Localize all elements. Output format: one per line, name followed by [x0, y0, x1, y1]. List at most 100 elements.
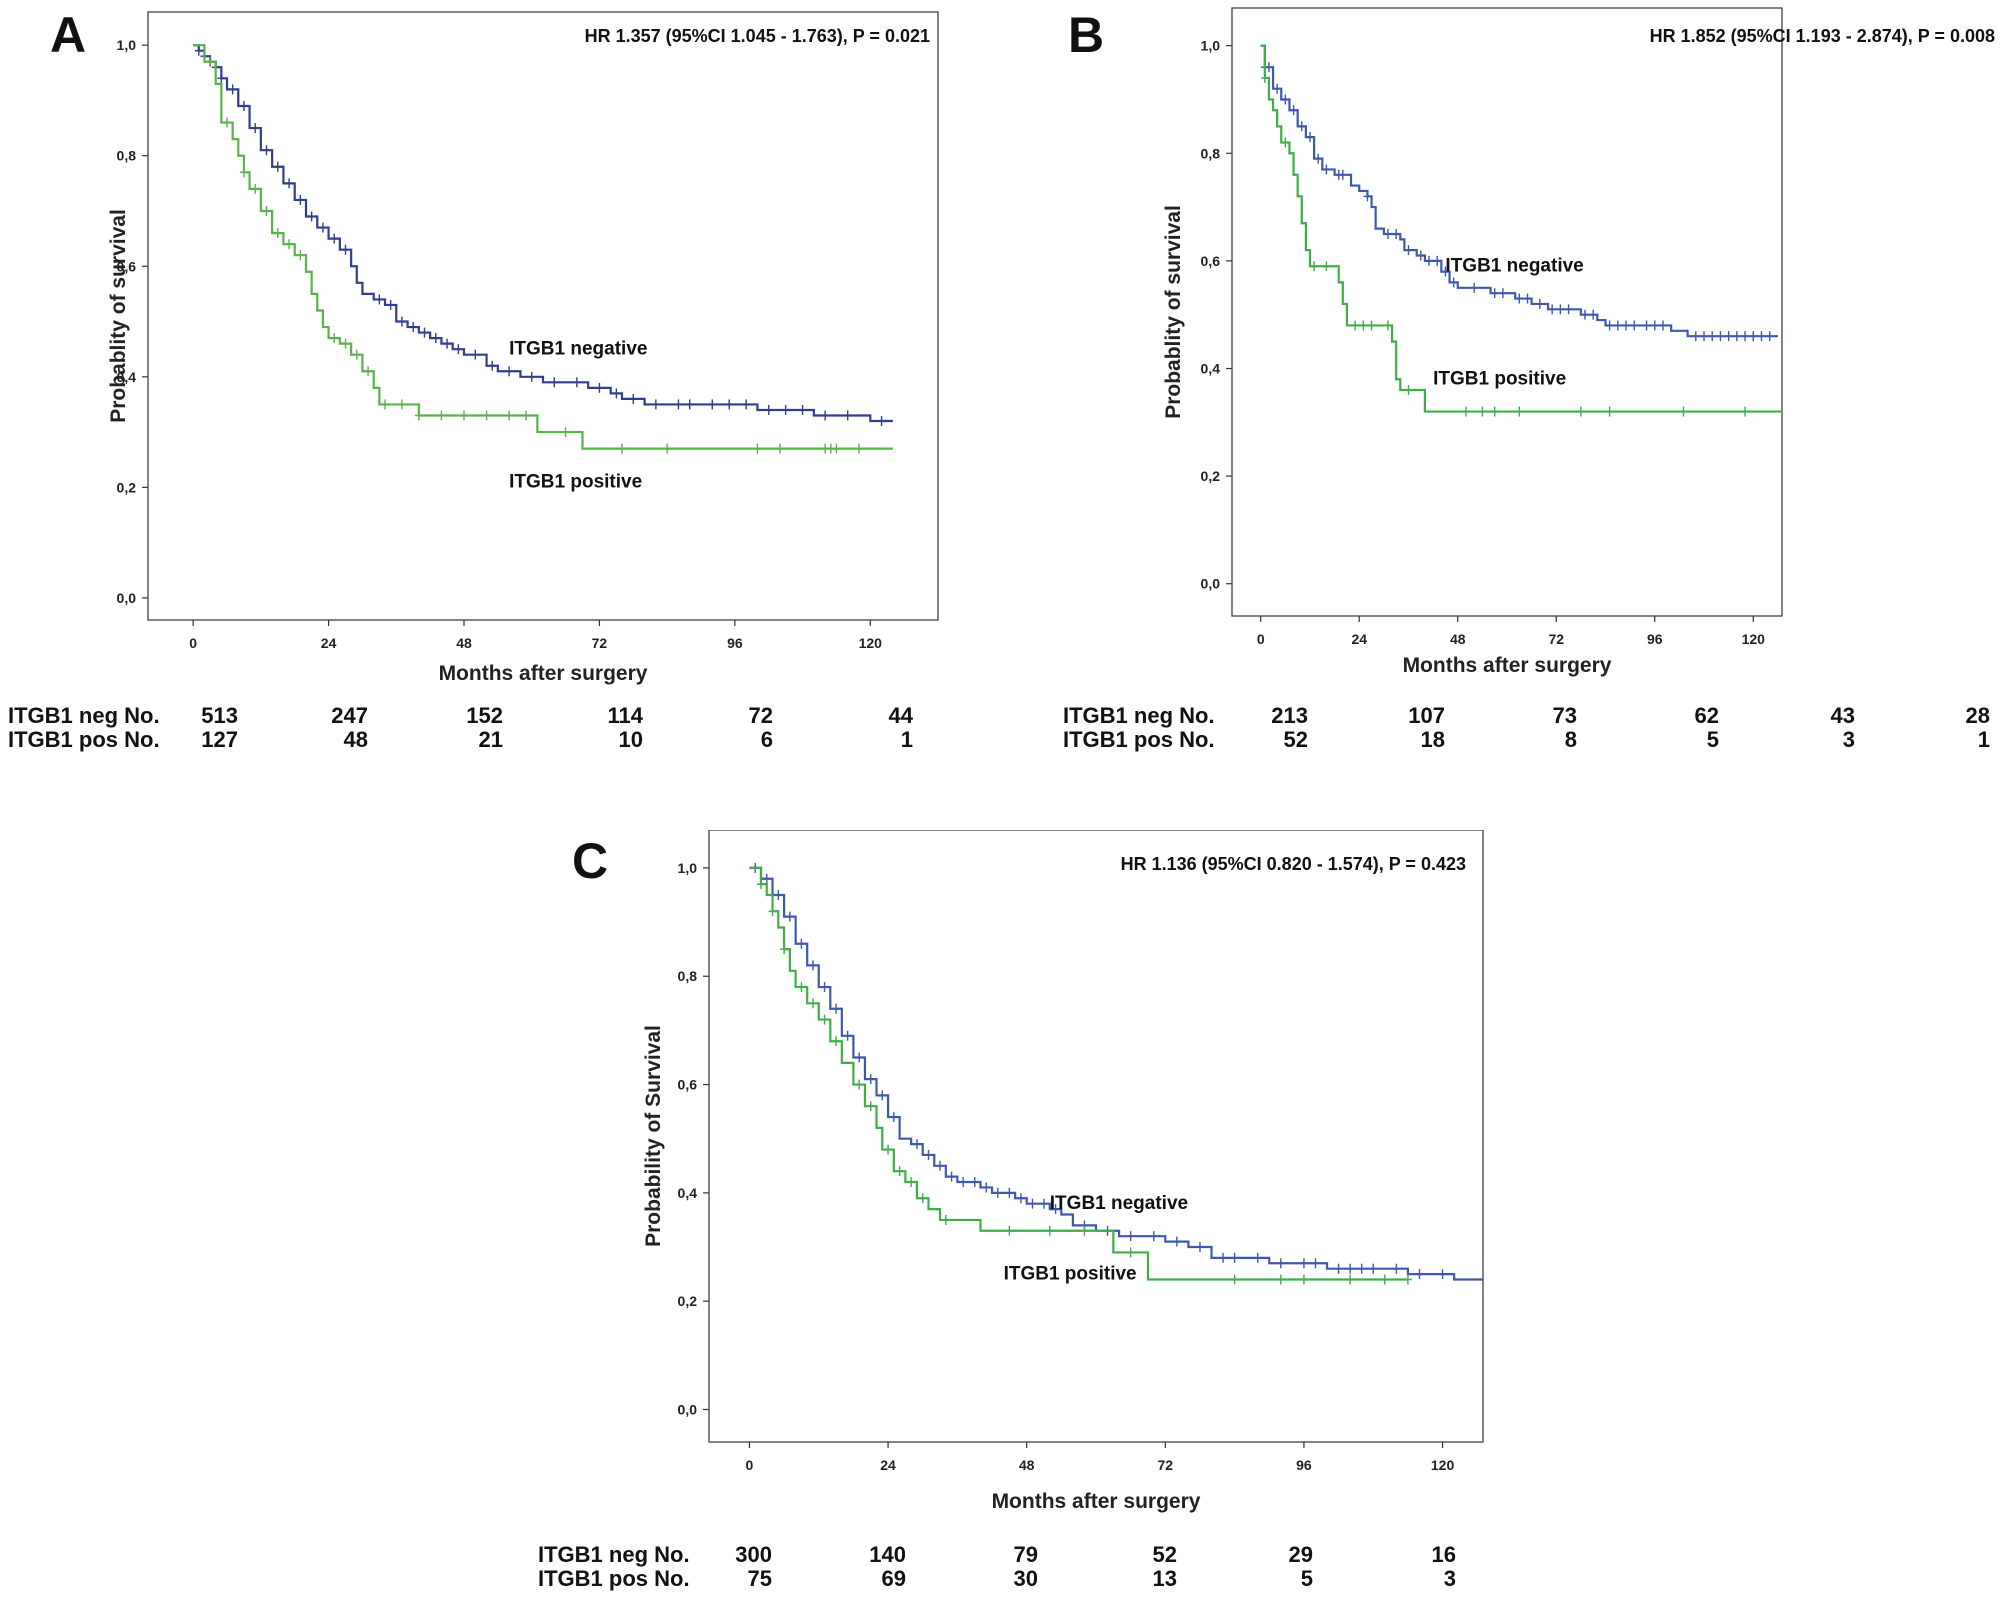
y-axis-label: Probablity of survival [107, 209, 130, 423]
risk-count: 5 [1300, 1566, 1313, 1591]
risk-count: 72 [748, 703, 773, 728]
risk-count: 18 [1420, 727, 1445, 752]
km-chart-b: 0,0 0,2 0,4 0,6 0,8 1,0 0 24 48 72 96 120 Months aft… [1162, 7, 1995, 677]
risk-count: 21 [478, 727, 503, 752]
y-axis-label: Probablity of survival [1162, 205, 1185, 419]
x-tick-label: 48 [1450, 631, 1466, 647]
risk-count: 13 [1152, 1566, 1177, 1591]
risk-row-label: ITGB1 pos No. [538, 1566, 690, 1591]
risk-count: 29 [1288, 1542, 1313, 1567]
risk-count: 213 [1271, 703, 1308, 728]
y-tick-label: 0,4 [1201, 360, 1221, 376]
y-tick-label: 0,8 [1201, 145, 1221, 161]
y-tick-label: 0,4 [678, 1185, 698, 1201]
x-tick-label: 48 [456, 635, 472, 651]
hazard-ratio-text: HR 1.357 (95%CI 1.045 - 1.763), P = 0.02… [585, 26, 930, 46]
risk-count: 5 [1706, 727, 1719, 752]
series-label: ITGB1 negative [1050, 1193, 1188, 1214]
risk-count: 300 [735, 1542, 772, 1567]
risk-count: 62 [1694, 703, 1719, 728]
km-chart-c: 0,0 0,2 0,4 0,6 0,8 1,0 0 24 48 72 96 120 Months aft… [642, 830, 1484, 1513]
risk-count: 43 [1830, 703, 1855, 728]
y-tick-label: 1,0 [678, 860, 698, 876]
x-tick-label: 72 [1158, 1457, 1174, 1473]
series-label: ITGB1 positive [1004, 1264, 1137, 1285]
y-tick-label: 0,4 [117, 369, 137, 385]
y-tick-label: 0,6 [1201, 253, 1221, 269]
risk-count: 73 [1552, 703, 1577, 728]
risk-row-label: ITGB1 pos No. [8, 727, 160, 752]
y-tick-label: 0,0 [117, 590, 137, 606]
risk-count: 52 [1283, 727, 1308, 752]
y-tick-label: 0,2 [1201, 468, 1221, 484]
panel-c: C 0,0 0,2 0,4 0,6 0,8 1,0 0 24 48 72 96 120 Months a… [530, 830, 1530, 1592]
x-tick-label: 24 [880, 1457, 896, 1473]
risk-count: 513 [201, 703, 238, 728]
x-tick-label: 24 [321, 635, 337, 651]
survival-curve-positive [1260, 44, 1782, 413]
x-tick-label: 120 [1742, 631, 1766, 647]
km-chart-a: 0,0 0,2 0,4 0,6 0,8 1,0 0 24 48 72 96 120 Months aft… [107, 11, 939, 685]
y-axis-label: Probability of Survival [642, 1025, 665, 1247]
risk-count: 3 [1842, 727, 1855, 752]
risk-count: 140 [869, 1542, 906, 1567]
x-tick-label: 0 [1257, 631, 1265, 647]
y-tick-label: 0,0 [1201, 576, 1221, 592]
panel-letter-c: C [572, 833, 609, 889]
x-tick-label: 96 [1647, 631, 1663, 647]
panel-b: B 0,0 0,2 0,4 0,6 0,8 1,0 0 24 48 72 96 120 Months a… [1005, 0, 2007, 780]
panel-a: A 0,0 0,2 0,4 0,6 0,8 1,0 0 24 48 72 96 120 Months a… [0, 0, 960, 780]
series-label: ITGB1 positive [509, 471, 642, 492]
hazard-ratio-text: HR 1.136 (95%CI 0.820 - 1.574), P = 0.42… [1121, 854, 1466, 874]
risk-count: 107 [1408, 703, 1445, 728]
risk-count: 1 [1977, 727, 1990, 752]
panel-letter-b: B [1068, 7, 1105, 63]
risk-count: 79 [1013, 1542, 1038, 1567]
y-tick-label: 0,2 [117, 479, 137, 495]
x-axis-label: Months after surgery [439, 662, 648, 685]
risk-count: 6 [760, 727, 773, 752]
risk-count: 75 [747, 1566, 772, 1591]
risk-count: 127 [201, 727, 238, 752]
survival-curve-negative [193, 44, 893, 423]
risk-count: 30 [1013, 1566, 1038, 1591]
x-tick-label: 0 [746, 1457, 754, 1473]
x-axis-label: Months after surgery [1403, 654, 1612, 677]
plot-frame [147, 11, 939, 621]
survival-curve-negative [1260, 44, 1778, 338]
x-tick-label: 120 [859, 635, 883, 651]
x-tick-label: 72 [1548, 631, 1564, 647]
risk-count: 52 [1152, 1542, 1177, 1567]
risk-table-c: ITGB1 neg No. 300 140 79 52 29 16 ITGB1 pos No.… [538, 1542, 1518, 1598]
risk-row-label: ITGB1 neg No. [8, 703, 160, 728]
y-tick-label: 0,0 [678, 1402, 698, 1418]
plot-frame [1231, 7, 1783, 617]
plot-frame [708, 830, 1484, 1443]
series-label: ITGB1 negative [1445, 256, 1583, 277]
hazard-ratio-text: HR 1.852 (95%CI 1.193 - 2.874), P = 0.00… [1650, 26, 1995, 46]
risk-count: 114 [607, 703, 644, 728]
risk-count: 1 [900, 727, 913, 752]
x-axis-label: Months after surgery [992, 1490, 1201, 1513]
risk-count: 48 [343, 727, 368, 752]
risk-count: 28 [1965, 703, 1990, 728]
panel-letter-a: A [50, 7, 87, 63]
series-label: ITGB1 positive [1433, 369, 1566, 390]
y-tick-label: 0,8 [678, 968, 698, 984]
risk-count: 152 [466, 703, 503, 728]
x-tick-label: 96 [1296, 1457, 1312, 1473]
risk-row-label: ITGB1 neg No. [538, 1542, 690, 1567]
x-tick-label: 48 [1019, 1457, 1035, 1473]
risk-count: 3 [1443, 1566, 1456, 1591]
y-tick-label: 1,0 [117, 37, 137, 53]
x-tick-label: 0 [189, 635, 197, 651]
risk-count: 8 [1564, 727, 1577, 752]
risk-table-b: ITGB1 neg No. 213 107 73 62 43 28 ITGB1 pos No.… [1063, 703, 2003, 759]
x-tick-label: 24 [1351, 631, 1367, 647]
y-tick-label: 0,8 [117, 148, 137, 164]
y-tick-label: 0,6 [678, 1077, 698, 1093]
y-tick-label: 0,2 [678, 1293, 698, 1309]
risk-count: 247 [331, 703, 368, 728]
risk-table-a: ITGB1 neg No. 513 247 152 114 72 44 ITGB1 pos N… [8, 703, 948, 759]
risk-count: 10 [618, 727, 643, 752]
